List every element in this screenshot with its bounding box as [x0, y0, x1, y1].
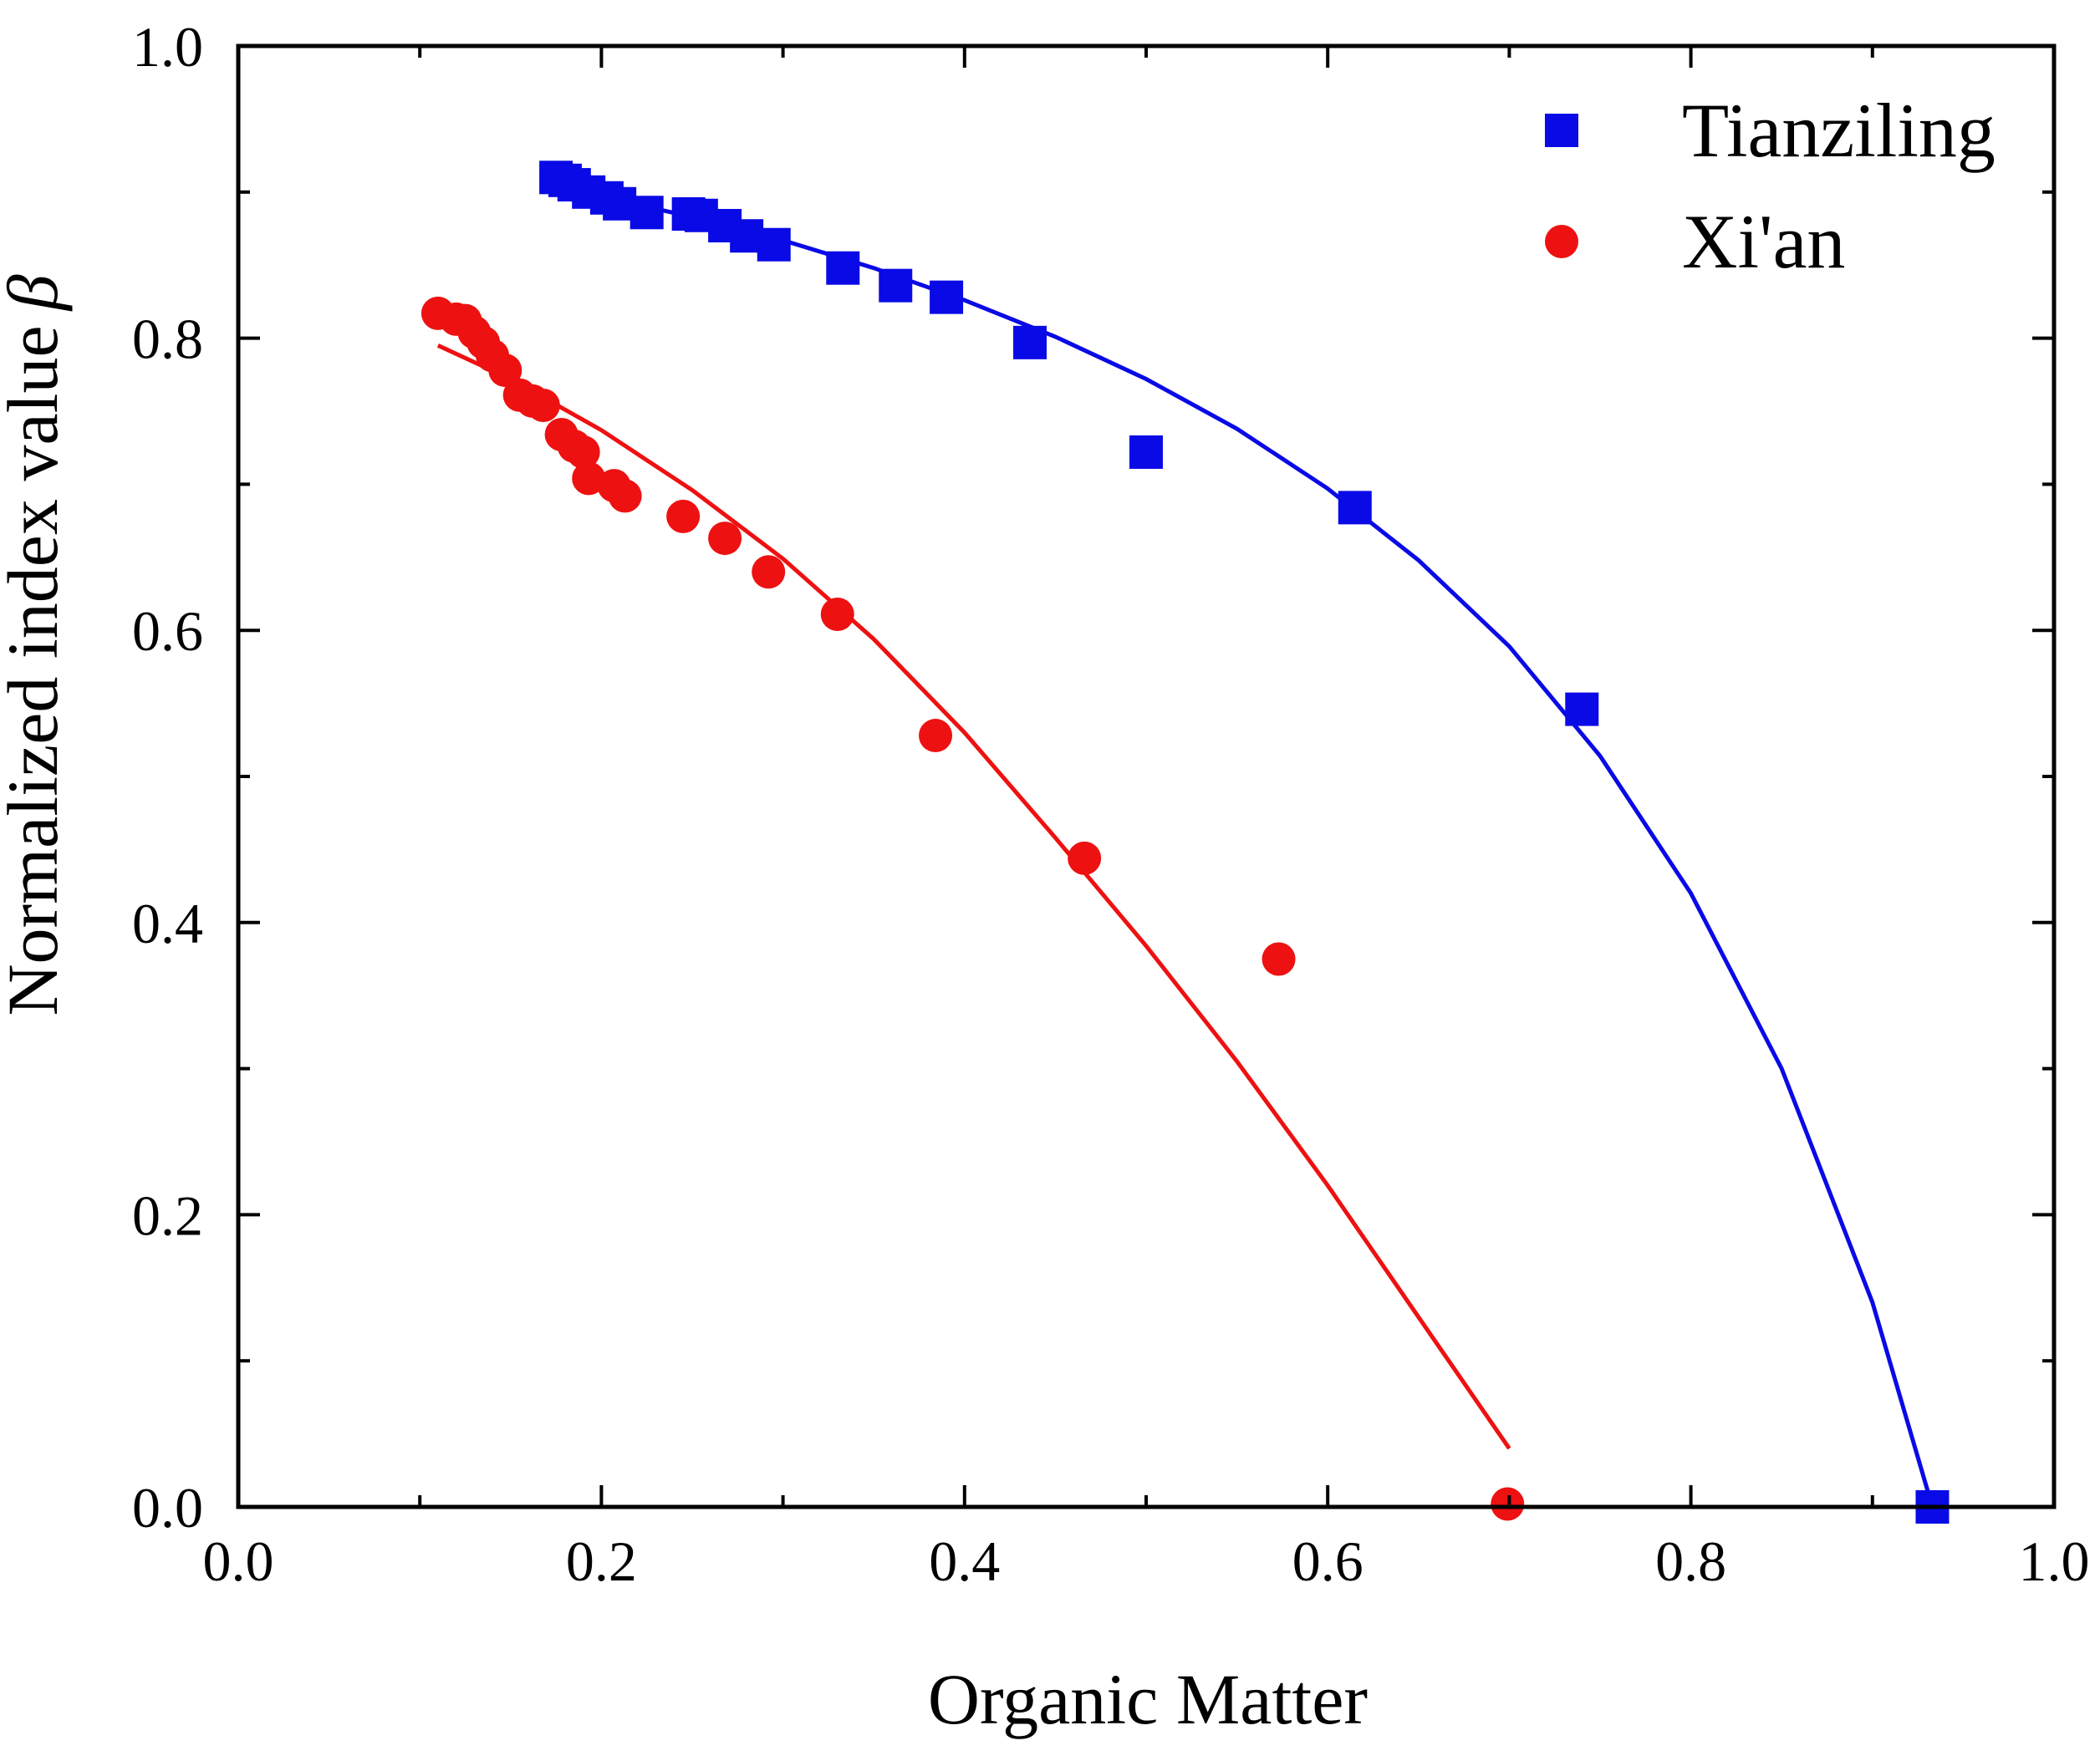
- x-tick-label: 0.4: [929, 1529, 1000, 1593]
- x-tick-label: 0.2: [566, 1529, 637, 1593]
- data-point-tianziling-6: [629, 196, 664, 230]
- y-tick-label: 0.4: [132, 892, 203, 955]
- data-point-tianziling-13: [879, 268, 913, 303]
- y-tick-label: 0.8: [132, 308, 203, 371]
- data-point-xian-18: [752, 555, 786, 589]
- data-point-tianziling-14: [930, 280, 964, 314]
- x-axis-label: Organic Matter: [928, 1659, 1368, 1739]
- x-tick-label: 0.0: [203, 1529, 274, 1593]
- data-point-xian-22: [1262, 942, 1296, 976]
- y-tick-label: 0.0: [132, 1476, 203, 1540]
- y-tick-label: 0.2: [132, 1183, 203, 1247]
- y-axis-label: Normalized index value β: [0, 274, 73, 1015]
- data-point-tianziling-18: [1565, 692, 1599, 726]
- fit-curves: [436, 182, 1934, 1508]
- data-point-xian-16: [666, 499, 701, 533]
- data-point-xian-17: [708, 522, 742, 556]
- y-axis-label-text: Normalized index value: [0, 325, 73, 1015]
- data-point-xian-21: [1068, 841, 1102, 875]
- data-point-xian-20: [919, 719, 953, 753]
- y-tick-label: 1.0: [132, 15, 203, 79]
- data-point-tianziling-16: [1129, 435, 1163, 469]
- legend-label-tianziling: Tianziling: [1682, 88, 1996, 173]
- data-point-tianziling-11: [757, 227, 791, 262]
- data-point-xian-15: [608, 479, 642, 513]
- y-tick-label: 0.6: [132, 599, 203, 663]
- x-tick-label: 0.8: [1655, 1529, 1726, 1593]
- data-point-tianziling-15: [1012, 325, 1047, 359]
- fit-line-xian: [436, 344, 1511, 1450]
- data-point-tianziling-17: [1338, 491, 1372, 525]
- data-point-xian-13: [572, 461, 606, 496]
- data-point-xian-6: [488, 354, 522, 388]
- x-tick-label: 1.0: [2019, 1529, 2090, 1593]
- data-points: [421, 160, 1950, 1524]
- legend: Tianziling Xi'an: [1545, 88, 1996, 284]
- ticks: 0.0 0.2 0.4 0.6 0.8 1.0 0.0 0.2 0.4 0.6 0.8 1.0: [132, 15, 2090, 1593]
- data-point-tianziling-12: [826, 251, 860, 285]
- x-tick-label: 0.6: [1292, 1529, 1363, 1593]
- legend-marker-tianziling: [1545, 114, 1578, 147]
- fit-line-tianziling: [546, 182, 1934, 1508]
- data-point-xian-9: [526, 389, 560, 423]
- legend-marker-xian: [1545, 225, 1578, 258]
- data-point-xian-23: [1491, 1487, 1525, 1521]
- data-point-xian-19: [820, 597, 854, 631]
- data-point-xian-12: [566, 435, 600, 469]
- y-axis-label-symbol: β: [0, 274, 73, 312]
- legend-label-xian: Xi'an: [1682, 199, 1845, 284]
